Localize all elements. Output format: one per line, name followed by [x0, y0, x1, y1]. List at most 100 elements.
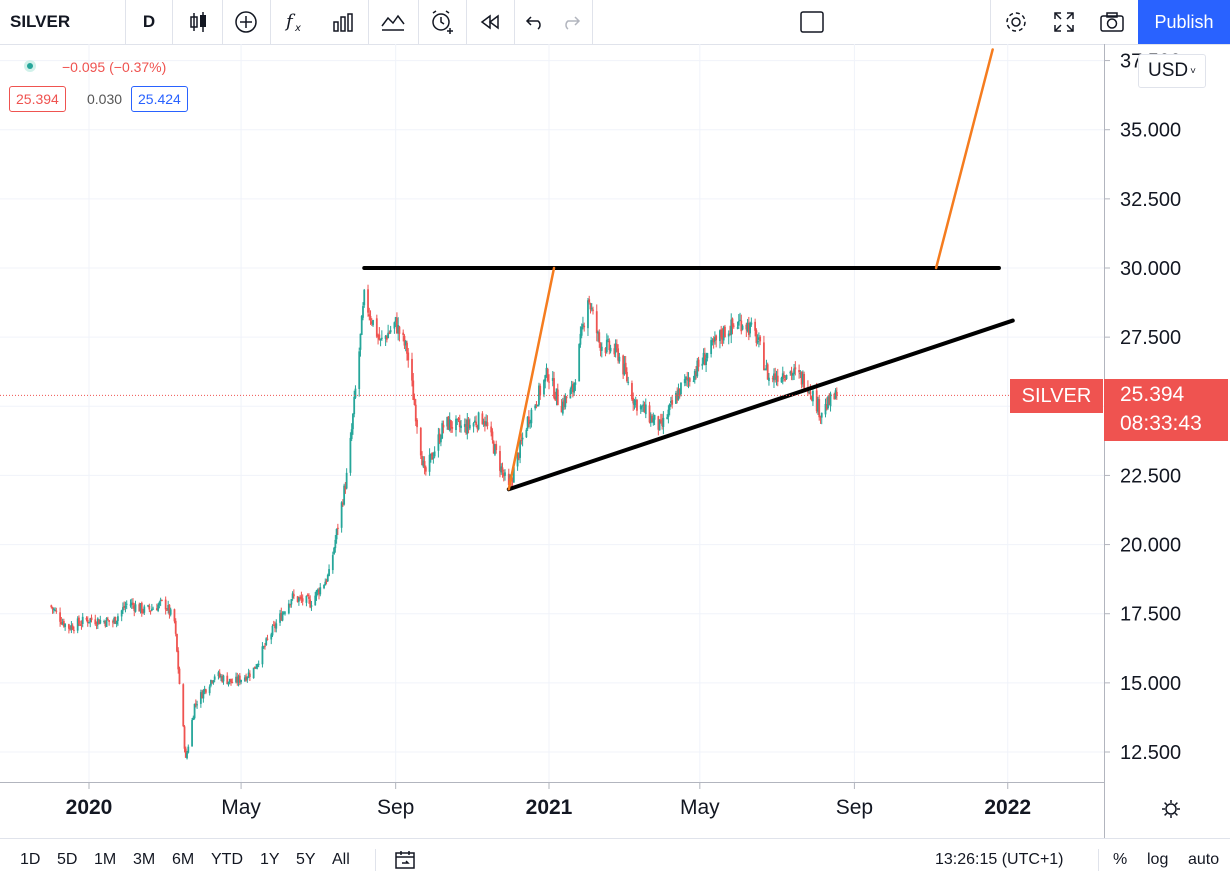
candle: [115, 620, 118, 628]
currency-select[interactable]: USD ˅: [1138, 54, 1206, 88]
candle: [755, 328, 758, 347]
undo-icon[interactable]: [516, 0, 554, 44]
candle: [757, 332, 760, 348]
candle: [308, 593, 310, 604]
chart-area[interactable]: 12.50015.00017.50020.00022.50025.00027.5…: [0, 44, 1230, 838]
candle-body: [835, 391, 838, 396]
ask-price-button[interactable]: 25.424: [131, 86, 188, 112]
candle-body: [88, 621, 90, 623]
range-5y-button[interactable]: 5Y: [296, 851, 316, 868]
candle-body: [482, 422, 485, 424]
candle: [803, 371, 806, 391]
candle: [380, 330, 383, 341]
candle-body: [820, 412, 823, 418]
add-compare-icon[interactable]: [224, 0, 268, 44]
candle: [120, 609, 123, 622]
candle-body: [421, 455, 423, 466]
candle: [485, 414, 488, 427]
candle-body: [595, 311, 598, 334]
candle: [570, 380, 573, 394]
candle-body: [315, 590, 318, 597]
range-1m-button[interactable]: 1M: [94, 851, 117, 868]
candle-body: [331, 555, 334, 571]
timezone-clock[interactable]: 13:26:15 (UTC+1): [935, 851, 1064, 868]
layout-icon[interactable]: [790, 0, 834, 44]
candle-body: [275, 623, 278, 629]
bid-price-button[interactable]: 25.394: [9, 86, 66, 112]
candles-icon[interactable]: [176, 0, 220, 44]
candle-body: [130, 602, 133, 605]
range-ytd-button[interactable]: YTD: [211, 851, 243, 868]
publish-button[interactable]: Publish: [1138, 0, 1230, 44]
candle-body: [335, 528, 338, 540]
candle: [652, 412, 655, 426]
candle: [305, 595, 308, 607]
range-5d-button[interactable]: 5D: [57, 851, 78, 868]
candle: [450, 420, 452, 433]
range-1d-button[interactable]: 1D: [20, 851, 41, 868]
range-all-button[interactable]: All: [332, 851, 350, 868]
candle-body: [354, 388, 357, 398]
auto-scale-toggle[interactable]: auto: [1188, 851, 1220, 868]
candle-body: [323, 584, 325, 589]
candle: [282, 610, 285, 615]
templates-icon[interactable]: [320, 0, 366, 44]
candle: [429, 453, 432, 463]
candle-body: [817, 398, 819, 412]
candle: [820, 412, 823, 425]
fullscreen-icon[interactable]: [1042, 0, 1086, 44]
candle: [492, 439, 495, 454]
candle-body: [455, 418, 457, 431]
candle: [217, 670, 220, 680]
candle: [79, 620, 82, 627]
camera-icon[interactable]: [1090, 0, 1134, 44]
candle: [252, 667, 255, 679]
candle: [724, 324, 726, 338]
log-scale-toggle[interactable]: log: [1147, 851, 1169, 868]
candle-body: [446, 417, 449, 427]
candle: [490, 421, 493, 437]
candle: [334, 535, 337, 553]
candle-body: [670, 400, 672, 403]
settings-icon[interactable]: [994, 0, 1038, 44]
candle-body: [597, 331, 599, 334]
interval-button[interactable]: D: [142, 12, 156, 31]
alert-icon[interactable]: [420, 0, 464, 44]
candle: [468, 418, 471, 431]
candle: [730, 313, 733, 344]
candle-body: [574, 382, 577, 385]
candle-body: [437, 434, 440, 451]
candle-body: [358, 351, 361, 390]
toolbar-divider: [1098, 849, 1099, 871]
range-1y-button[interactable]: 1Y: [260, 851, 280, 868]
goto-date-icon[interactable]: [395, 839, 417, 881]
redo-icon[interactable]: [552, 0, 590, 44]
candle: [766, 362, 769, 380]
replay-icon[interactable]: [468, 0, 512, 44]
candle-body: [236, 676, 239, 683]
range-6m-button[interactable]: 6M: [172, 851, 195, 868]
candle: [732, 323, 735, 329]
candle: [52, 607, 55, 614]
candle-body: [150, 608, 153, 611]
candle: [715, 334, 718, 348]
candle: [705, 352, 708, 372]
candle: [372, 319, 374, 327]
candle-body: [484, 421, 486, 426]
candle: [104, 620, 107, 628]
candle: [712, 336, 715, 349]
candle-body: [255, 666, 258, 669]
candle-body: [714, 337, 716, 341]
price-tick-label: 35.000: [1120, 120, 1181, 142]
candle-body: [785, 375, 788, 380]
drawings-icon[interactable]: [370, 0, 416, 44]
candle-body: [174, 620, 177, 634]
candle: [633, 398, 636, 410]
symbol-search-button[interactable]: SILVER: [10, 12, 71, 31]
range-3m-button[interactable]: 3M: [133, 851, 156, 868]
candle-body: [245, 676, 248, 681]
candle: [457, 416, 460, 423]
candle-body: [626, 371, 628, 382]
percent-scale-toggle[interactable]: %: [1113, 851, 1128, 868]
